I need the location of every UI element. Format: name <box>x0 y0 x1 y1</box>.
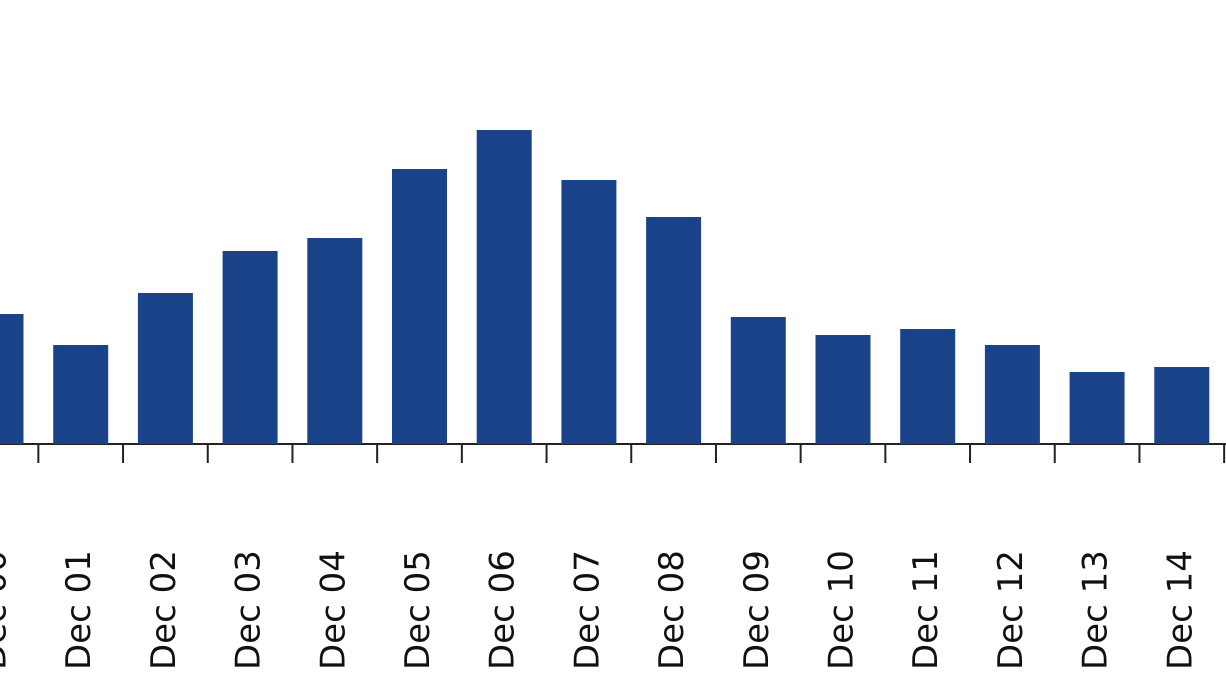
bar <box>137 293 193 444</box>
x-tick-label: Dec 07 <box>567 550 607 670</box>
bar <box>561 180 617 444</box>
x-tick-label: Dec 06 <box>483 550 523 670</box>
x-tick-label: Dec 08 <box>652 550 692 670</box>
x-tick-label: Dec 00 <box>0 550 15 670</box>
x-tick-label: Dec 04 <box>313 550 353 670</box>
x-tick-label: Dec 02 <box>144 550 184 670</box>
bar <box>646 217 702 444</box>
bar <box>815 335 871 444</box>
bar <box>476 130 532 444</box>
bar <box>0 314 24 444</box>
bar <box>307 238 363 444</box>
bar <box>53 345 109 444</box>
bar <box>900 329 956 444</box>
x-tick-label: Dec 11 <box>906 550 946 670</box>
x-tick-label: Dec 05 <box>398 550 438 670</box>
x-tick-label: Dec 13 <box>1076 550 1116 670</box>
bar <box>730 317 786 444</box>
x-tick-label: Dec 09 <box>737 550 777 670</box>
bar <box>392 169 447 444</box>
bar <box>1069 372 1125 444</box>
x-tick-label: Dec 03 <box>229 550 269 670</box>
x-tick-label: Dec 01 <box>59 550 99 670</box>
bar <box>984 345 1040 444</box>
x-tick-label: Dec 10 <box>822 550 862 670</box>
bar <box>1154 367 1210 444</box>
bar <box>222 251 278 444</box>
x-tick-label: Dec 12 <box>991 550 1031 670</box>
x-tick-label: Dec 14 <box>1160 550 1200 670</box>
